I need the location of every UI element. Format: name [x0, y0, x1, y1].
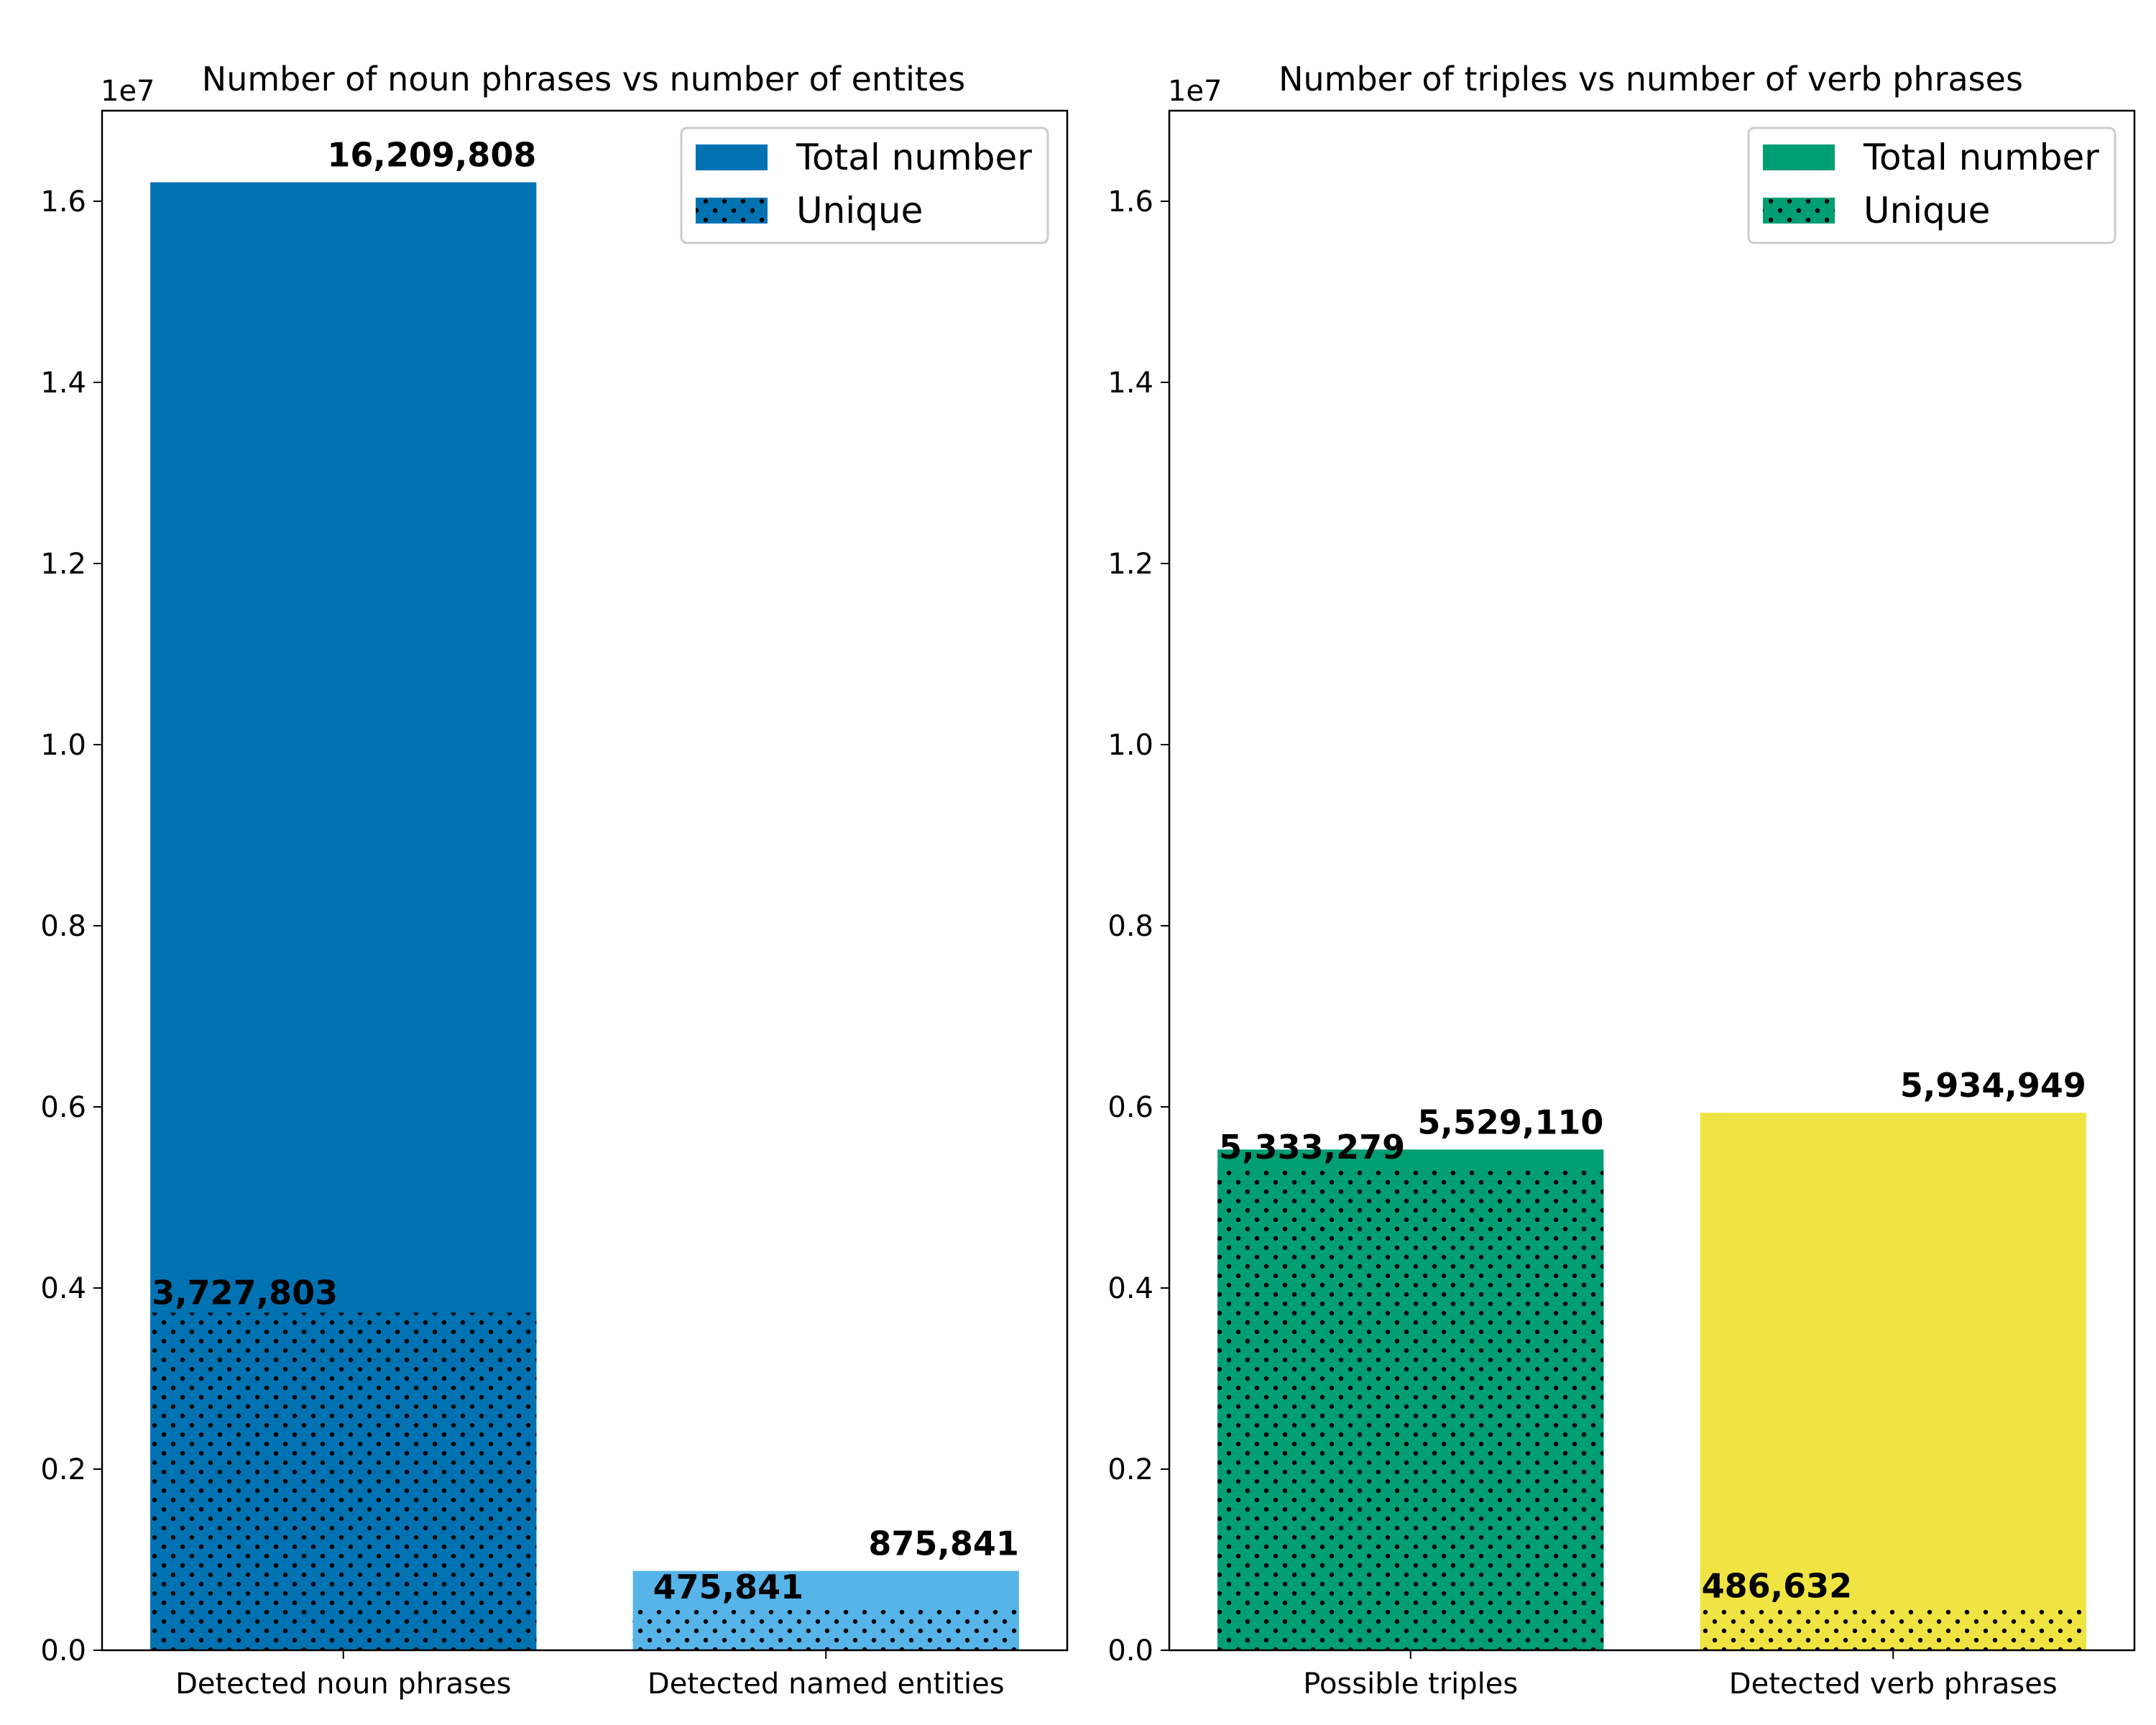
- x-tick-label: Possible triples: [1303, 1668, 1518, 1701]
- legend-swatch-unique-hatch: [1763, 198, 1835, 224]
- y-tick-label: 1.0: [40, 729, 86, 762]
- chart-title: Number of triples vs number of verb phra…: [1279, 60, 2023, 98]
- y-tick-label: 1.2: [1107, 548, 1153, 581]
- y-tick-label: 0.0: [40, 1634, 86, 1668]
- bar-unique-hatch: [1217, 1167, 1604, 1650]
- legend-label-total: Total number: [1863, 137, 2099, 178]
- y-tick-label: 0.2: [40, 1453, 86, 1486]
- x-tick-label: Detected verb phrases: [1729, 1668, 2058, 1701]
- y-tick-label: 1.0: [1107, 729, 1153, 762]
- plot-frame: [1168, 109, 2136, 1652]
- legend-label-unique: Unique: [796, 190, 923, 231]
- legend-swatch-total: [696, 144, 768, 170]
- bar-unique-hatch: [150, 1312, 537, 1650]
- y-tick-label: 1.4: [1107, 367, 1153, 400]
- y-tick-label: 1.2: [40, 548, 86, 581]
- bar-total: [1700, 1113, 2086, 1650]
- data-label-total: 5,529,110: [1417, 1103, 1603, 1141]
- data-label-unique: 3,727,803: [152, 1273, 338, 1312]
- x-tick-label: Detected noun phrases: [175, 1668, 511, 1701]
- legend-swatch-total: [1763, 144, 1835, 170]
- plot-frame: [101, 109, 1069, 1652]
- axis-offset-label: 1e7: [1168, 75, 1222, 108]
- data-label-total: 16,209,808: [327, 136, 536, 175]
- y-tick-label: 0.8: [40, 910, 86, 943]
- legend-frame: [680, 126, 1049, 244]
- y-tick-label: 1.6: [1107, 185, 1153, 218]
- legend-label-total: Total number: [796, 137, 1032, 178]
- legend: Total number Unique: [1747, 126, 2116, 244]
- data-label-unique: 5,333,279: [1219, 1128, 1405, 1167]
- y-tick-label: 0.8: [1107, 910, 1153, 943]
- y-tick-label: 0.6: [1107, 1091, 1153, 1124]
- legend-label-unique: Unique: [1864, 190, 1990, 231]
- bar-unique-hatch: [1700, 1606, 2086, 1650]
- y-tick-label: 0.2: [1107, 1453, 1153, 1486]
- legend-swatch-unique-hatch: [696, 198, 768, 224]
- y-tick-label: 1.6: [40, 185, 86, 218]
- chart-title: Number of noun phrases vs number of enti…: [202, 60, 965, 98]
- legend-frame: [1747, 126, 2116, 244]
- chart-left: 16,209,808 3,727,803 Detected noun phrases…: [40, 60, 1069, 1701]
- data-label-total: 5,934,949: [1900, 1066, 2086, 1105]
- bar-unique-hatch: [632, 1607, 1019, 1650]
- data-label-total: 875,841: [868, 1524, 1019, 1563]
- y-tick-label: 1.4: [40, 367, 86, 400]
- data-label-unique: 486,632: [1702, 1567, 1853, 1606]
- chart-right: 5,529,110 5,333,279 Possible triples 5,934,…: [1107, 60, 2136, 1701]
- y-tick-label: 0.0: [1107, 1634, 1153, 1668]
- y-tick-label: 0.4: [40, 1272, 86, 1305]
- y-tick-label: 0.4: [1107, 1272, 1153, 1305]
- axis-offset-label: 1e7: [101, 75, 155, 108]
- y-tick-label: 0.6: [40, 1091, 86, 1124]
- x-tick-label: Detected named entities: [648, 1668, 1005, 1701]
- data-label-unique: 475,841: [653, 1568, 804, 1606]
- legend: Total number Unique: [680, 126, 1049, 244]
